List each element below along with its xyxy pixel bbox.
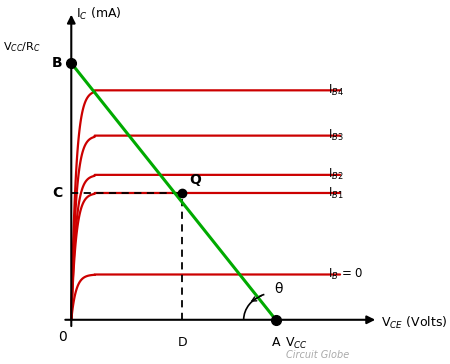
Text: 0: 0	[58, 331, 67, 344]
Text: I$_{B3}$: I$_{B3}$	[328, 128, 344, 143]
Text: V$_{CE}$ (Volts): V$_{CE}$ (Volts)	[381, 315, 447, 331]
Text: A: A	[271, 336, 280, 349]
Text: I$_{B1}$: I$_{B1}$	[328, 185, 344, 201]
Text: D: D	[177, 336, 187, 349]
Text: V$_{CC}$/R$_C$: V$_{CC}$/R$_C$	[3, 40, 40, 54]
Text: I$_B$ = 0: I$_B$ = 0	[328, 267, 364, 282]
Text: Q: Q	[189, 173, 202, 187]
Text: B: B	[52, 56, 63, 70]
Text: I$_{B4}$: I$_{B4}$	[328, 83, 344, 98]
Text: V$_{CC}$: V$_{CC}$	[285, 336, 308, 352]
Text: I$_C$ (mA): I$_C$ (mA)	[76, 6, 122, 22]
Text: I$_{B2}$: I$_{B2}$	[328, 167, 344, 182]
Text: θ: θ	[274, 282, 283, 296]
Text: Circuit Globe: Circuit Globe	[286, 350, 349, 360]
Text: C: C	[52, 186, 63, 200]
